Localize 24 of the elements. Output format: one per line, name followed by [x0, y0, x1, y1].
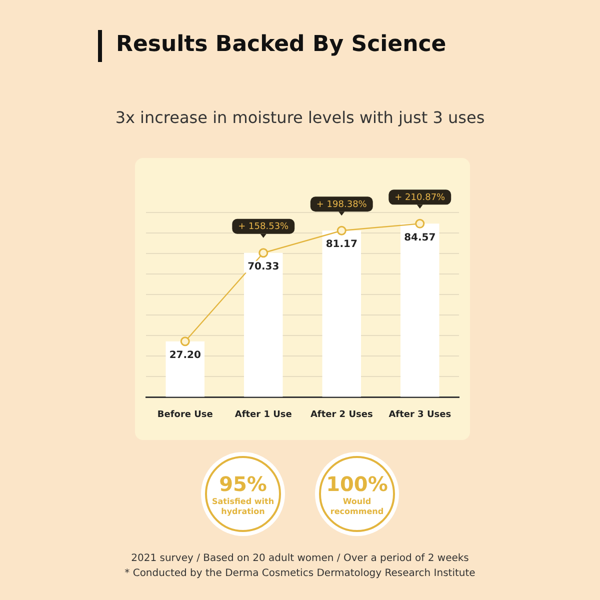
annotation: + 210.87% [394, 193, 446, 204]
x-tick-label: After 2 Uses [310, 410, 373, 420]
x-tick-label: Before Use [157, 410, 213, 420]
x-tick-label: After 3 Uses [388, 410, 452, 420]
chart-subtitle: 3x increase in moisture levels with just 3 uses [114, 108, 486, 127]
bar [244, 252, 283, 397]
data-label: 27.20 [169, 350, 201, 361]
data-label: 81.17 [326, 239, 358, 250]
ring-badge: 95% Satisfied with hydration [205, 456, 281, 532]
point [415, 218, 425, 228]
data-label: 84.57 [404, 232, 436, 244]
data-label: 70.33 [248, 261, 280, 272]
annotation: + 198.38% [316, 200, 368, 210]
ring-badge: 100% Would recommend [319, 456, 395, 532]
bar [400, 224, 440, 397]
chart-title: Results Backed By Science [116, 32, 446, 57]
x-tick-label: After 1 Use [234, 410, 292, 420]
point [336, 226, 346, 236]
annotation: + 158.53% [238, 222, 290, 232]
text: * Conducted by the Derma Cosmetics Dermatology Research Institute [124, 567, 476, 581]
bar [322, 230, 361, 397]
text: 2021 survey / Based on 20 adult women / Over a period of 2 weeks [130, 552, 470, 566]
point [258, 248, 268, 258]
point [180, 336, 190, 346]
